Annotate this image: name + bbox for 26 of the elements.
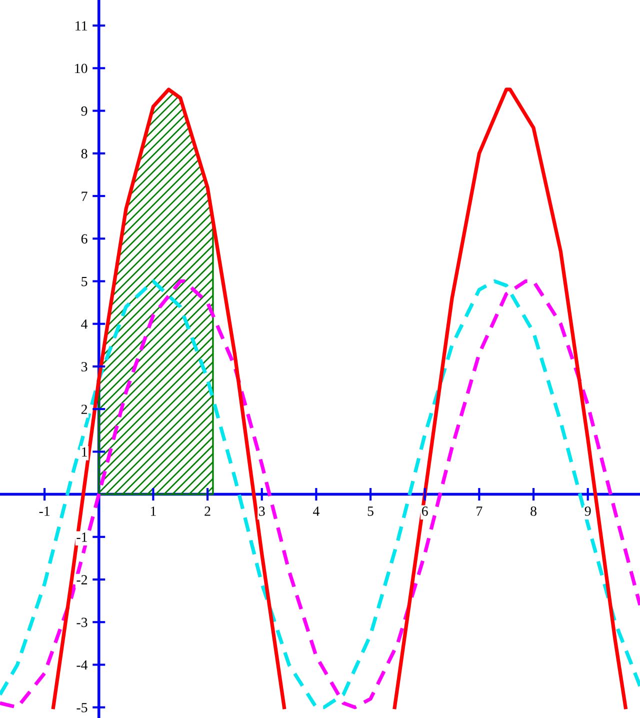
y-tick-label: 3 [81, 362, 88, 372]
y-tick-label: 2 [81, 404, 87, 414]
x-tick-label: 2 [204, 506, 210, 516]
y-tick-label: 5 [82, 276, 88, 286]
x-tick-label: -1 [39, 506, 50, 516]
y-tick-label: 1 [82, 447, 87, 456]
y-tick-label: 7 [82, 192, 88, 201]
y-tick-label: -4 [76, 660, 88, 670]
y-tick-label: 11 [76, 21, 87, 30]
x-tick-label: 3 [259, 506, 265, 516]
x-tick-label: 9 [584, 506, 591, 516]
y-tick-label: 6 [81, 234, 88, 244]
x-tick-label: 1 [150, 506, 156, 516]
y-tick-label: -5 [76, 703, 88, 712]
x-tick-label: 4 [312, 506, 320, 516]
y-tick-label: 4 [81, 320, 88, 329]
x-tick-label: 8 [530, 506, 536, 516]
y-tick-label: -3 [76, 618, 88, 628]
y-tick-label: 8 [81, 148, 88, 158]
y-tick-label: -1 [76, 532, 87, 542]
x-tick-label: 7 [476, 506, 482, 516]
y-tick-label: 10 [75, 64, 88, 74]
y-tick-label: 9 [81, 106, 88, 116]
y-tick-label: -2 [76, 575, 88, 584]
x-tick-label: 5 [368, 506, 374, 516]
x-tick-label: 6 [422, 506, 428, 516]
